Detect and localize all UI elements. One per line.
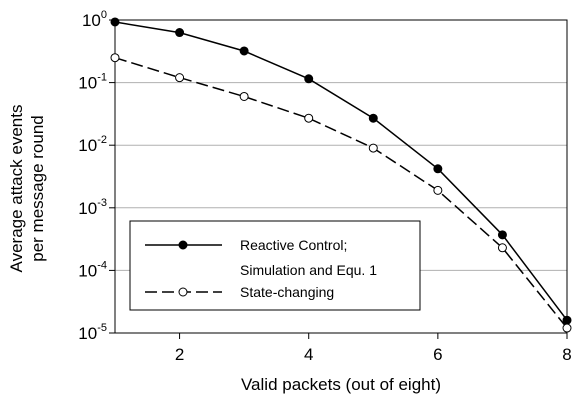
series-line: [114, 21, 568, 321]
y-tick-exponent: -5: [97, 322, 107, 334]
y-tick-base: 10: [78, 261, 97, 280]
data-point: [304, 74, 314, 84]
data-point: [562, 315, 572, 325]
legend-entry: State-changing: [145, 284, 334, 300]
y-tick-exponent: -1: [97, 72, 107, 84]
y-tick-exponent: 0: [101, 9, 107, 21]
x-tick-label: 8: [562, 345, 571, 364]
series-layer: [110, 17, 572, 333]
data-point: [433, 185, 443, 195]
y-tick-base: 10: [78, 324, 97, 343]
legend-label: Reactive Control;: [240, 237, 347, 253]
y-tick-label: 10-3: [78, 197, 107, 218]
y-axis-title: Average attack events per message round: [7, 105, 47, 273]
plot-area-frame: [114, 19, 568, 334]
y-tick-label: 100: [82, 9, 107, 30]
data-point: [175, 28, 185, 38]
series-1: [110, 17, 572, 325]
y-tick-base: 10: [78, 136, 97, 155]
y-tick-label: 10-5: [78, 322, 107, 343]
y-axis-title-line: Average attack events: [7, 105, 26, 273]
data-point: [368, 143, 378, 153]
data-point: [433, 164, 443, 174]
y-tick-exponent: -2: [97, 134, 107, 146]
legend-swatch-marker: [178, 287, 188, 297]
series-2: [110, 53, 572, 333]
y-tick-label: 10-2: [78, 134, 107, 155]
y-axis-title-line: per message round: [28, 115, 47, 261]
y-tick-base: 10: [82, 11, 101, 30]
legend-label: State-changing: [240, 284, 334, 300]
data-point: [175, 73, 185, 83]
data-point: [110, 53, 120, 63]
legend-swatch-marker: [178, 240, 188, 250]
data-point: [304, 113, 314, 123]
data-point: [368, 113, 378, 123]
legend-box: [129, 220, 421, 311]
x-tick-label: 4: [304, 345, 313, 364]
y-tick-exponent: -3: [97, 197, 107, 209]
data-point: [239, 46, 249, 56]
y-tick-label: 10-1: [78, 72, 107, 93]
y-tick-base: 10: [78, 199, 97, 218]
data-point: [497, 230, 507, 240]
y-tick-label: 10-4: [78, 259, 107, 280]
data-point: [239, 91, 249, 101]
legend: Reactive Control; Simulation and Equ. 1 St…: [129, 220, 421, 311]
x-tick-label: 2: [175, 345, 184, 364]
x-tick-label: 6: [433, 345, 442, 364]
legend-entry: Reactive Control; Simulation and Equ. 1: [145, 237, 377, 278]
data-point: [497, 243, 507, 253]
data-point: [562, 323, 572, 333]
legend-label: Simulation and Equ. 1: [240, 262, 377, 278]
x-axis-title: Valid packets (out of eight): [241, 375, 441, 394]
data-point: [110, 17, 120, 27]
y-tick-exponent: -4: [97, 259, 107, 271]
series-line: [114, 56, 568, 329]
y-tick-base: 10: [78, 74, 97, 93]
